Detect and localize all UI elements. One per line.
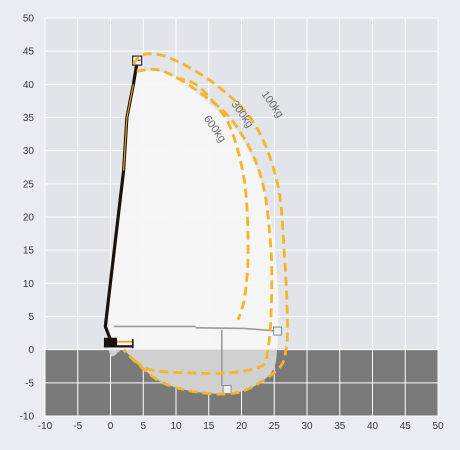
y-tick-label: 35 (23, 113, 35, 124)
y-tick-label: 30 (23, 146, 35, 157)
y-tick-label: 45 (23, 47, 35, 58)
x-tick-label: 30 (301, 421, 313, 432)
outrigger-lines (113, 325, 278, 387)
x-tick-label: 5 (140, 421, 146, 432)
vehicle-base (103, 337, 118, 348)
outrigger-basket-marker (273, 326, 283, 336)
x-tick-label: -10 (38, 421, 53, 432)
x-tick-label: 45 (400, 421, 412, 432)
y-tick-label: 40 (23, 80, 35, 91)
y-tick-label: 10 (23, 279, 35, 290)
outrigger-line (244, 327, 278, 332)
x-tick-label: 10 (170, 421, 182, 432)
x-tick-label: 40 (367, 421, 379, 432)
x-tick-label: 25 (269, 421, 281, 432)
y-tick-label: 20 (23, 213, 35, 224)
x-tick-label: -5 (73, 421, 82, 432)
y-tick-label: 5 (28, 312, 34, 323)
y-tick-label: 0 (28, 345, 34, 356)
x-tick-label: 0 (108, 421, 114, 432)
x-tick-label: 20 (236, 421, 248, 432)
load-curve-300kg (129, 67, 274, 375)
outrigger-line (195, 327, 245, 330)
y-tick-label: 50 (23, 14, 35, 25)
load-curve-100kg (122, 52, 289, 396)
x-tick-label: 15 (203, 421, 215, 432)
load-curve-600kg (175, 76, 250, 321)
x-tick-label: 35 (334, 421, 346, 432)
working-envelope-area (108, 67, 279, 350)
y-tick-label: 25 (23, 179, 35, 190)
y-tick-label: 15 (23, 246, 35, 257)
y-tick-label: -5 (25, 378, 34, 389)
low-basket-marker (222, 384, 232, 394)
x-tick-label: 50 (432, 421, 444, 432)
y-tick-label: -10 (20, 412, 35, 423)
boom-arm-highlight (123, 84, 134, 171)
